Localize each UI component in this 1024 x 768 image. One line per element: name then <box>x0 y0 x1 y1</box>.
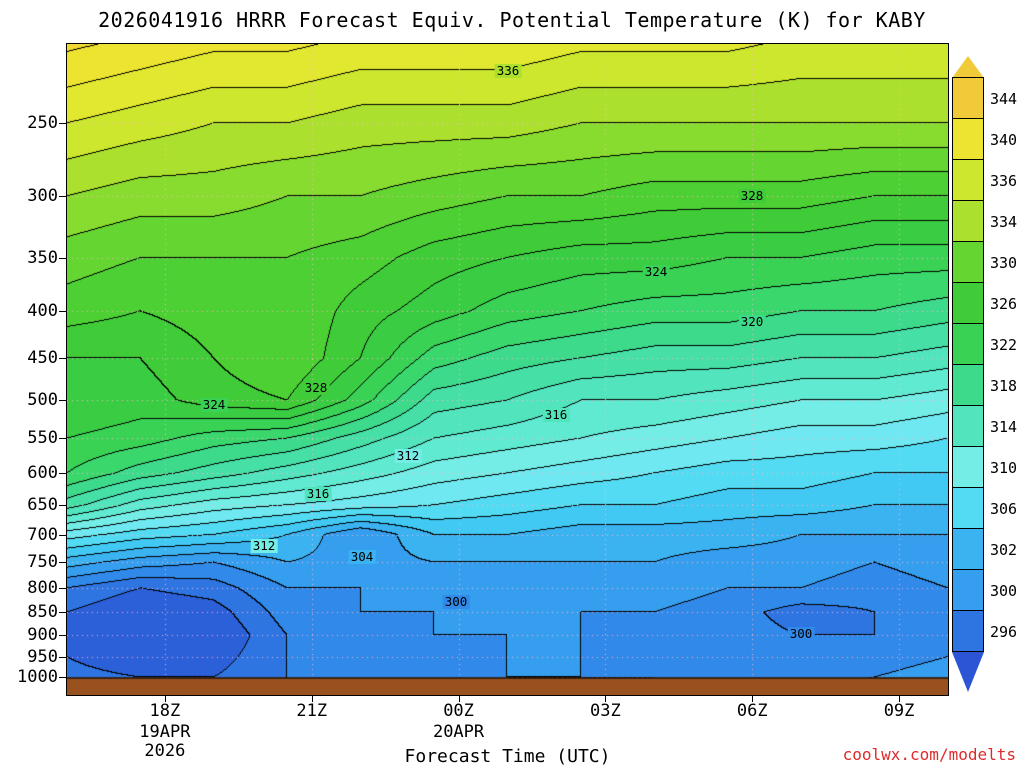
colorbar-label: 326 <box>990 295 1018 313</box>
colorbar-label: 322 <box>990 336 1018 354</box>
contour-label: 324 <box>642 264 670 279</box>
y-tick-mark <box>59 612 66 614</box>
x-tick-label: 06Z <box>736 701 768 721</box>
y-tick-label: 1000 <box>17 667 58 688</box>
colorbar <box>952 56 984 692</box>
colorbar-cell <box>952 446 984 488</box>
y-tick-mark <box>59 588 66 590</box>
x-date-label: 19APR <box>139 722 191 742</box>
colorbar-label: 340 <box>990 131 1018 149</box>
y-tick-label: 600 <box>27 463 58 484</box>
y-tick-mark <box>59 473 66 475</box>
colorbar-top-arrow <box>952 56 984 78</box>
y-tick-label: 650 <box>27 495 58 516</box>
y-tick-mark <box>59 656 66 658</box>
contour-label: 312 <box>394 448 422 463</box>
y-tick-label: 400 <box>27 301 58 322</box>
x-tick-mark <box>164 695 166 702</box>
y-tick-mark <box>59 505 66 507</box>
contour-label: 316 <box>304 486 332 501</box>
colorbar-label: 302 <box>990 541 1018 559</box>
x-tick-mark <box>605 695 607 702</box>
x-tick-mark <box>458 695 460 702</box>
contour-label: 300 <box>442 594 470 609</box>
colorbar-cell <box>952 487 984 529</box>
y-tick-mark <box>59 438 66 440</box>
colorbar-cell <box>952 241 984 283</box>
y-tick-label: 800 <box>27 578 58 599</box>
colorbar-cell <box>952 405 984 447</box>
x-tick-label: 09Z <box>883 701 915 721</box>
x-date-label: 20APR <box>432 722 485 742</box>
colorbar-label: 296 <box>990 623 1018 641</box>
colorbar-cell <box>952 200 984 242</box>
contour-label: 316 <box>542 407 570 422</box>
y-tick-mark <box>59 677 66 679</box>
colorbar-cell <box>952 364 984 406</box>
colorbar-cell <box>952 610 984 652</box>
colorbar-cell <box>952 159 984 201</box>
colorbar-bottom-arrow <box>952 652 984 692</box>
x-tick-label: 18Z <box>149 701 181 721</box>
y-tick-label: 250 <box>27 113 58 134</box>
contour-label: 320 <box>738 314 766 329</box>
chart-title: 2026041916 HRRR Forecast Equiv. Potentia… <box>98 8 926 32</box>
contour-label: 328 <box>738 188 766 203</box>
contour-label: 312 <box>250 538 278 553</box>
y-tick-label: 300 <box>27 186 58 207</box>
y-tick-label: 950 <box>27 646 58 667</box>
y-tick-mark <box>59 635 66 637</box>
y-tick-mark <box>59 196 66 198</box>
colorbar-cell <box>952 282 984 324</box>
colorbar-label: 300 <box>990 582 1018 600</box>
y-tick-mark <box>59 311 66 313</box>
colorbar-cell <box>952 118 984 160</box>
colorbar-cell <box>952 77 984 119</box>
colorbar-label: 318 <box>990 377 1018 395</box>
x-date-label: 2026 <box>144 741 186 761</box>
colorbar-cell <box>952 528 984 570</box>
contour-label: 336 <box>494 63 522 78</box>
colorbar-cell <box>952 323 984 365</box>
y-tick-label: 900 <box>27 625 58 646</box>
y-tick-mark <box>59 400 66 402</box>
y-tick-label: 750 <box>27 552 58 573</box>
y-tick-label: 700 <box>27 524 58 545</box>
contour-label: 328 <box>302 380 330 395</box>
colorbar-cell <box>952 569 984 611</box>
colorbar-label: 310 <box>990 459 1018 477</box>
x-tick-mark <box>311 695 313 702</box>
contour-label: 300 <box>787 626 815 641</box>
x-axis-title: Forecast Time (UTC) <box>404 746 611 767</box>
contour-label: 304 <box>348 549 376 564</box>
x-tick-label: 21Z <box>296 701 328 721</box>
colorbar-label: 344 <box>990 90 1018 108</box>
watermark: coolwx.com/modelts <box>842 745 1016 764</box>
y-tick-label: 550 <box>27 428 58 449</box>
y-tick-mark <box>59 257 66 259</box>
y-tick-mark <box>59 562 66 564</box>
y-tick-mark <box>59 358 66 360</box>
contour-field-canvas <box>66 43 949 696</box>
colorbar-label: 334 <box>990 213 1018 231</box>
y-tick-mark <box>59 534 66 536</box>
colorbar-label: 330 <box>990 254 1018 272</box>
x-tick-label: 00Z <box>443 701 474 721</box>
colorbar-label: 336 <box>990 172 1018 190</box>
colorbar-label: 306 <box>990 500 1018 518</box>
contour-label: 324 <box>200 397 228 412</box>
x-tick-mark <box>899 695 901 702</box>
y-tick-label: 500 <box>27 390 58 411</box>
x-tick-mark <box>752 695 754 702</box>
x-tick-label: 03Z <box>590 701 621 721</box>
y-tick-mark <box>59 123 66 125</box>
colorbar-label: 314 <box>990 418 1018 436</box>
y-tick-label: 350 <box>27 247 58 268</box>
y-tick-label: 850 <box>27 602 58 623</box>
y-tick-label: 450 <box>27 348 58 369</box>
